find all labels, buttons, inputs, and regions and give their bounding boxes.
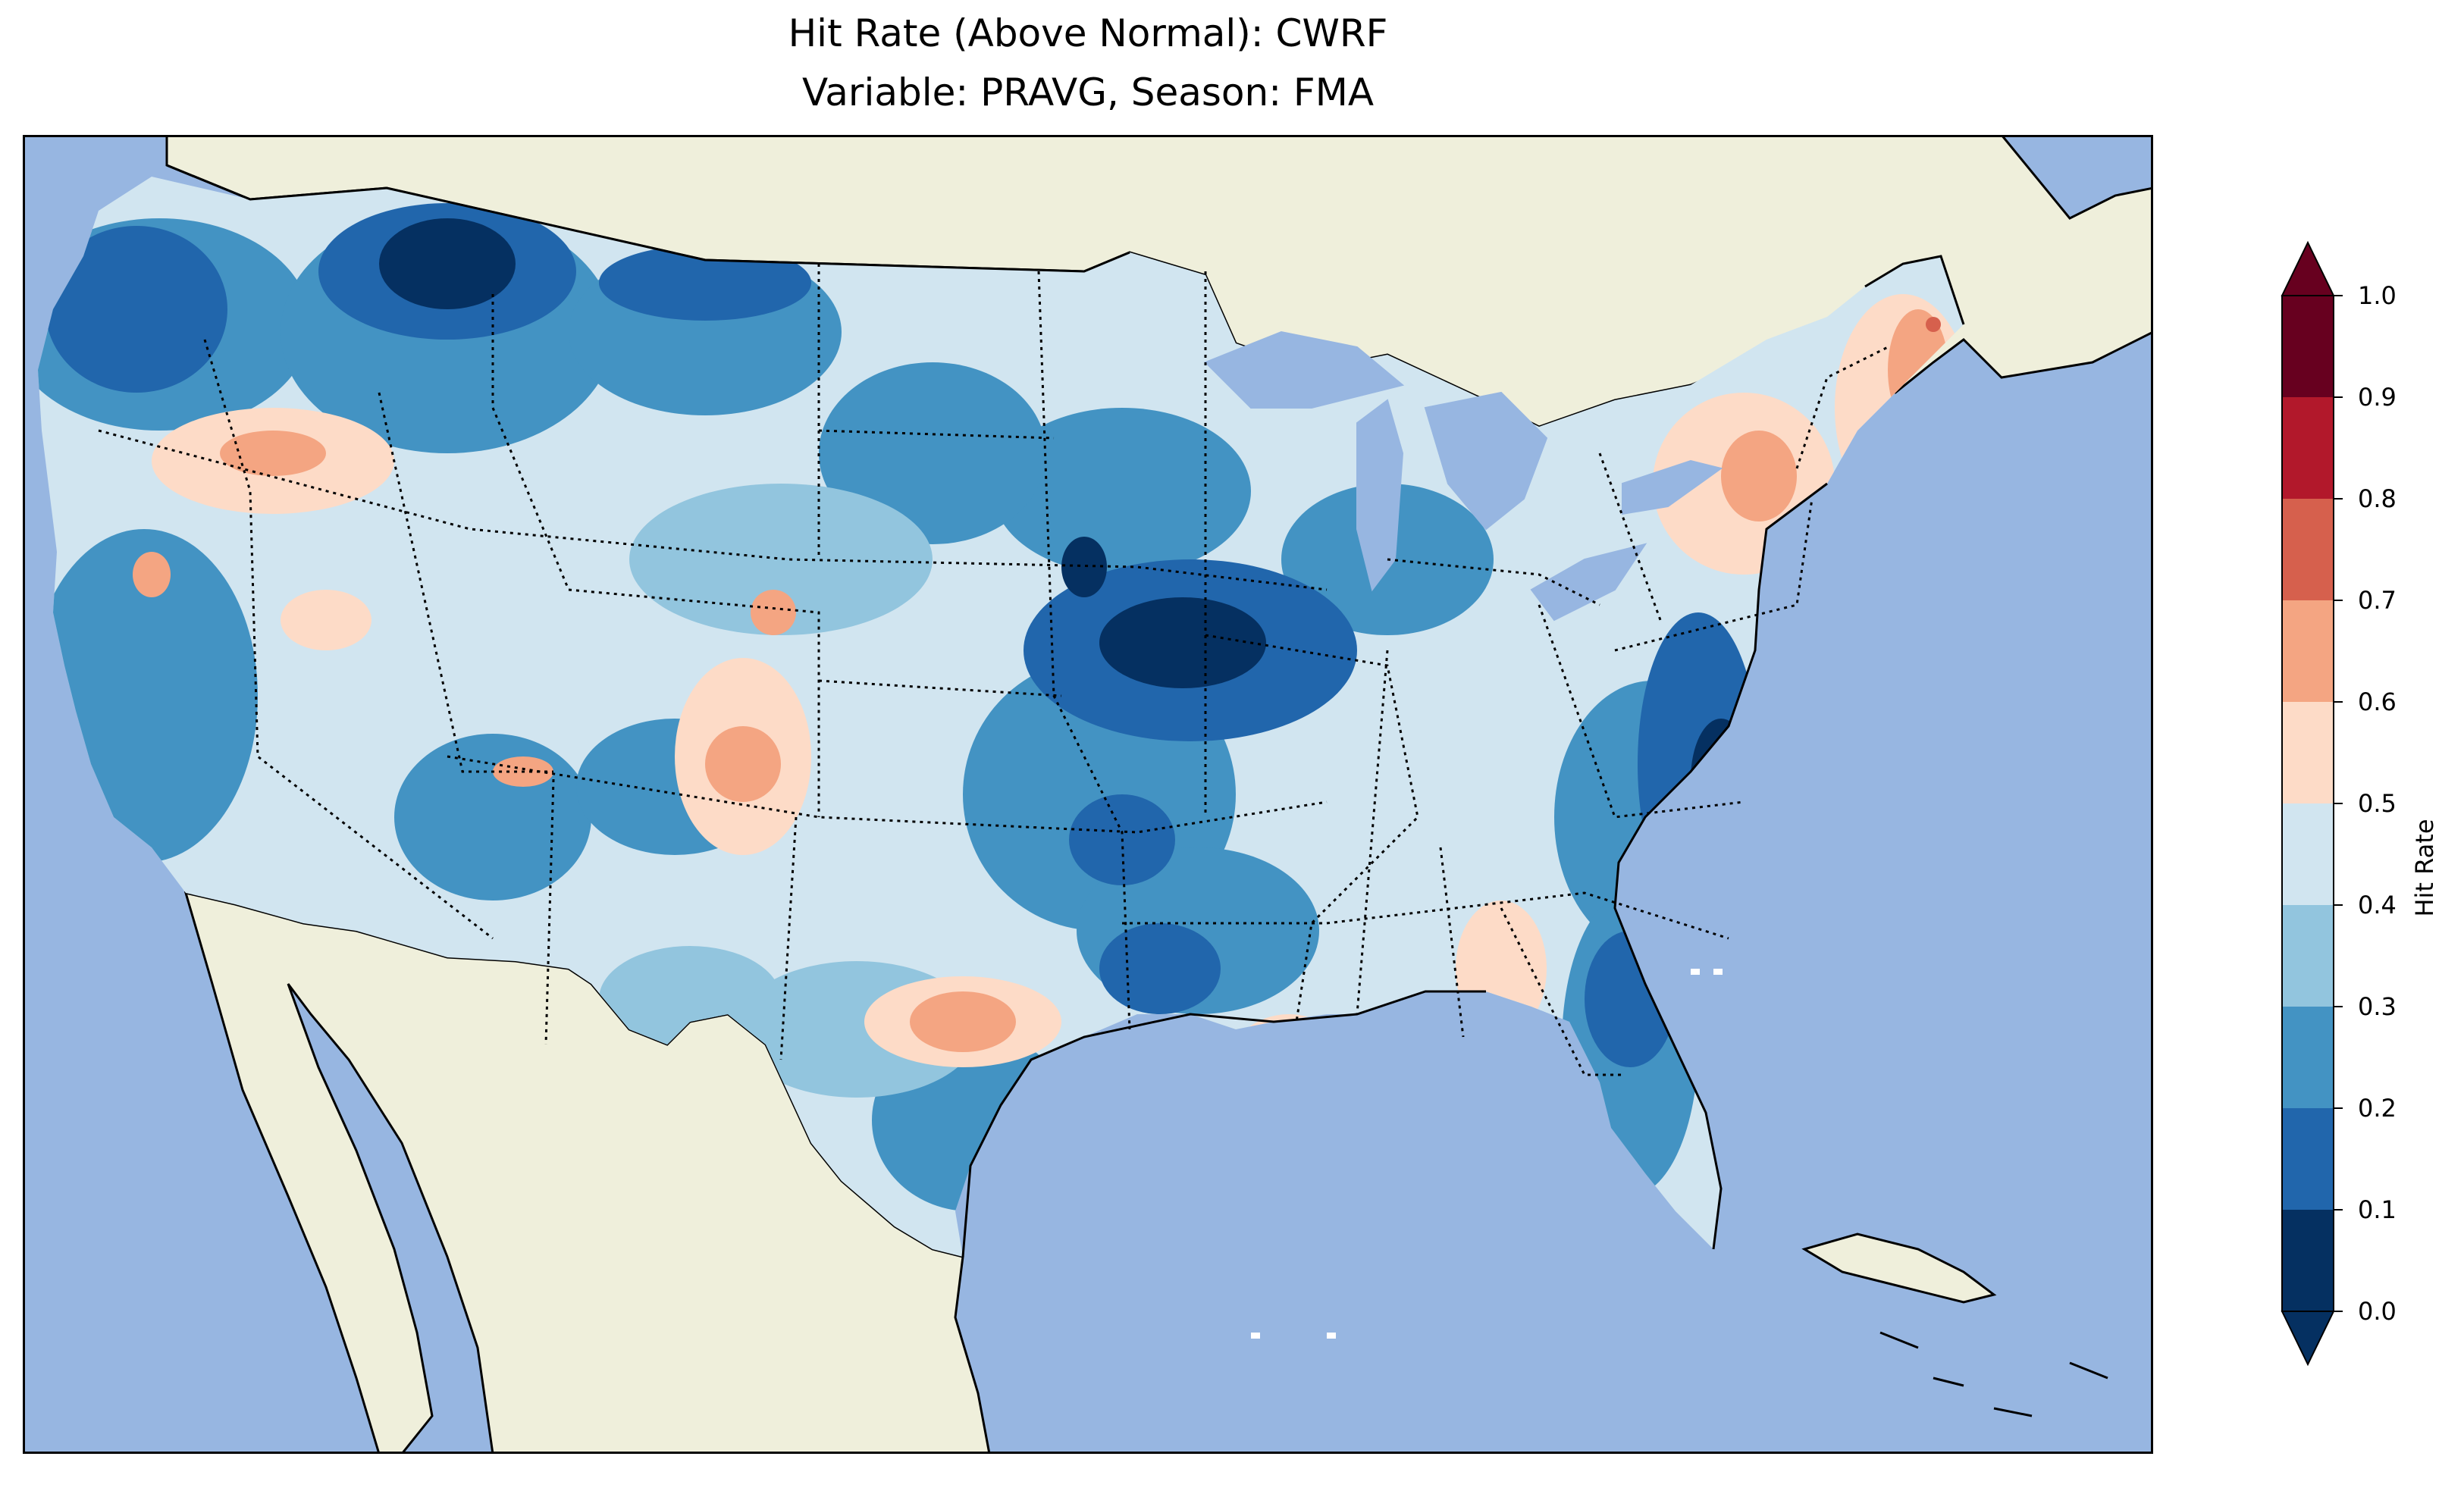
colorbar-segment — [2282, 1108, 2334, 1210]
colorbar-tick-label: 0.8 — [2358, 484, 2397, 513]
colorbar-tick-label: 0.1 — [2358, 1195, 2397, 1224]
colorbar-segment — [2282, 296, 2334, 397]
mexico-land — [183, 891, 991, 1454]
colorbar-tick-label: 0.7 — [2358, 586, 2397, 615]
great-lakes — [1204, 330, 1723, 622]
colorbar-tick-label: 0.4 — [2358, 891, 2397, 919]
colorbar-label: Hit Rate — [2410, 819, 2439, 917]
state-borders — [98, 264, 1889, 1076]
colorbar-segment — [2282, 803, 2334, 905]
coastline — [166, 164, 2108, 1417]
colorbar-segment — [2282, 499, 2334, 600]
colorbar-segment — [2282, 1210, 2334, 1311]
colorbar-segment — [2282, 905, 2334, 1007]
colorbar-segment — [2282, 600, 2334, 702]
cuba-land — [1801, 1232, 1997, 1304]
colorbar-tick-label: 0.0 — [2358, 1297, 2397, 1326]
map-title: Hit Rate (Above Normal): CWRF — [788, 11, 1388, 55]
colorbar-tick-label: 0.9 — [2358, 383, 2397, 412]
colorbar-extend-min — [2281, 1311, 2335, 1367]
colorbar — [2281, 240, 2343, 1367]
colorbar-tick-label: 0.3 — [2358, 992, 2397, 1021]
colorbar-extend-max — [2281, 240, 2335, 296]
colorbar-segment — [2282, 397, 2334, 499]
map-subtitle: Variable: PRAVG, Season: FMA — [801, 70, 1375, 114]
hit-rate-field — [38, 177, 1964, 1257]
missing-data-cells — [1251, 969, 1723, 1339]
colorbar-segment — [2282, 1007, 2334, 1108]
colorbar-tick-label: 0.2 — [2358, 1094, 2397, 1123]
colorbar-tick-label: 0.5 — [2358, 789, 2397, 818]
colorbar-tick-label: 0.6 — [2358, 687, 2397, 716]
colorbar-segment — [2282, 702, 2334, 803]
map-frame-border — [23, 135, 2153, 1454]
colorbar-tick-label: 1.0 — [2358, 281, 2397, 310]
map-panel — [23, 135, 2153, 1454]
